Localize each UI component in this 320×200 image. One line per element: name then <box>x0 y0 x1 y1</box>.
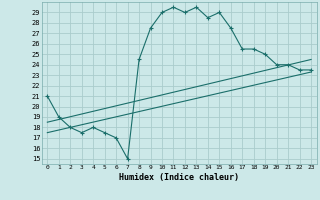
X-axis label: Humidex (Indice chaleur): Humidex (Indice chaleur) <box>119 173 239 182</box>
